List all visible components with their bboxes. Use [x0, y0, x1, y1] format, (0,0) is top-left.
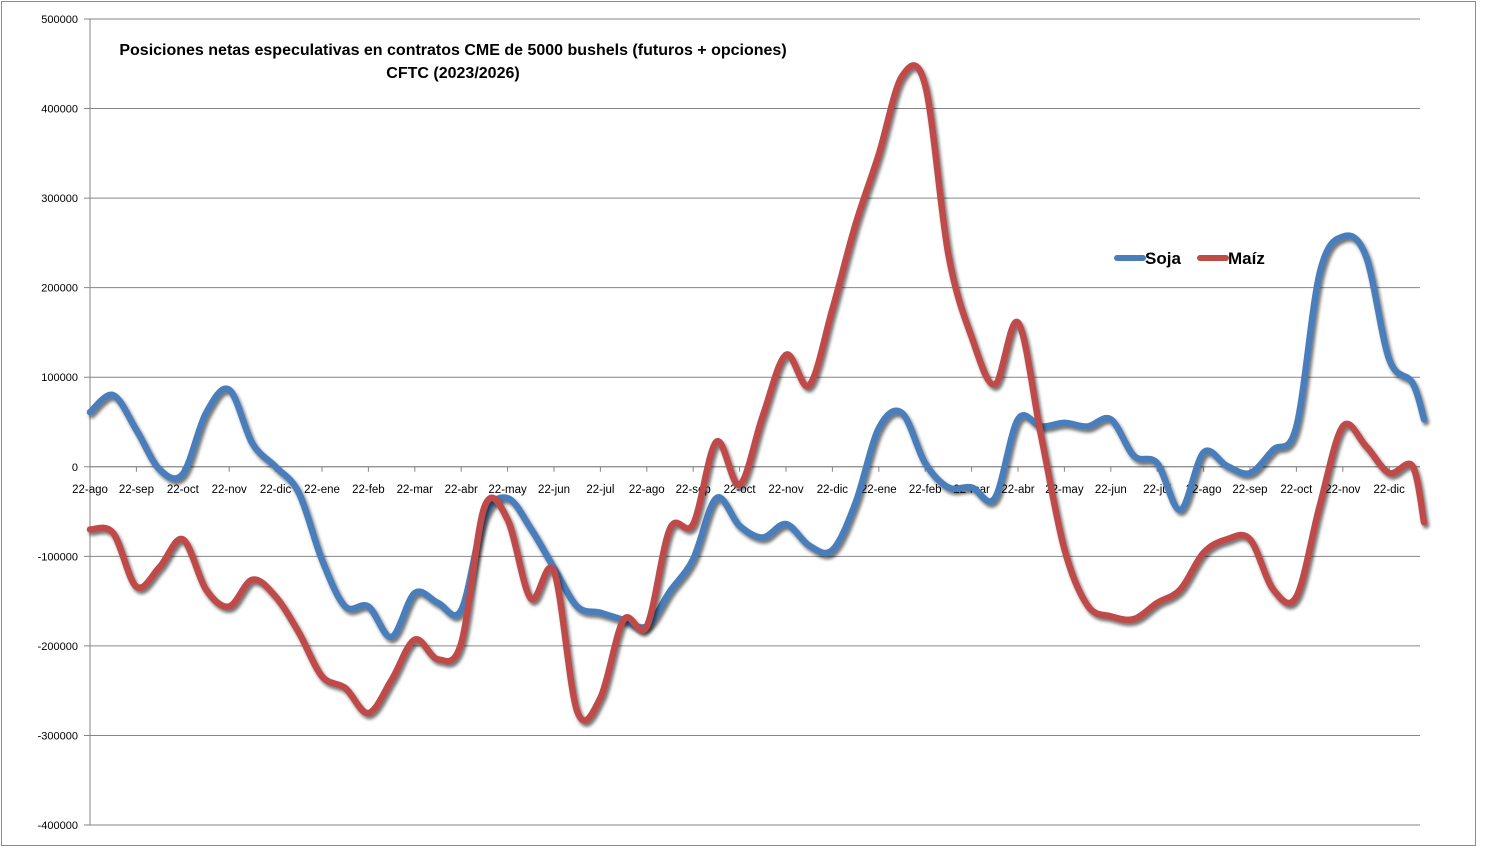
x-tick-label: 22-oct — [167, 484, 200, 496]
x-tick-label: 22-jun — [538, 484, 570, 496]
x-tick-label: 22-jul — [586, 484, 614, 496]
y-tick-label: 500000 — [41, 14, 78, 26]
x-tick-label: 22-oct — [724, 484, 757, 496]
x-tick-label: 22-sep — [1232, 484, 1267, 496]
chart-subtitle: CFTC (2023/2026) — [386, 65, 520, 82]
series-line-soja — [86, 232, 1428, 641]
y-tick-label: -300000 — [38, 730, 78, 742]
x-tick-label: 22-may — [488, 484, 527, 496]
x-tick-label: 22-sep — [119, 484, 154, 496]
x-tick-label: 22-ago — [1186, 484, 1222, 496]
chart-title: Posiciones netas especulativas en contra… — [119, 42, 787, 59]
x-tick-label: 22-feb — [909, 484, 942, 496]
x-tick-label: 22-nov — [212, 484, 247, 496]
y-tick-label: -200000 — [38, 641, 78, 653]
x-tick-label: 22-mar — [397, 484, 434, 496]
x-tick-label: 22-jun — [1095, 484, 1127, 496]
y-tick-label: 0 — [72, 462, 78, 474]
y-tick-label: 400000 — [41, 104, 78, 116]
legend-label: Maíz — [1228, 249, 1265, 268]
x-tick-label: 22-nov — [1325, 484, 1360, 496]
x-tick-label: 22-ago — [72, 484, 108, 496]
x-tick-label: 22-dic — [260, 484, 292, 496]
x-tick-label: 22-dic — [1374, 484, 1406, 496]
y-tick-label: -100000 — [38, 551, 78, 563]
x-tick-label: 22-ene — [304, 484, 340, 496]
x-tick-label: 22-dic — [817, 484, 849, 496]
y-tick-label: 200000 — [41, 283, 78, 295]
legend-label: Soja — [1145, 249, 1181, 268]
x-tick-label: 22-abr — [1001, 484, 1034, 496]
series-line-maiz — [86, 62, 1428, 724]
x-tick-label: 22-abr — [445, 484, 478, 496]
x-tick-label: 22-feb — [352, 484, 385, 496]
y-tick-label: -400000 — [38, 820, 78, 832]
x-tick-label: 22-ago — [629, 484, 665, 496]
x-tick-label: 22-ene — [861, 484, 897, 496]
x-tick-label: 22-nov — [768, 484, 803, 496]
x-tick-label: 22-oct — [1280, 484, 1313, 496]
y-tick-label: 100000 — [41, 372, 78, 384]
y-tick-label: 300000 — [41, 193, 78, 205]
